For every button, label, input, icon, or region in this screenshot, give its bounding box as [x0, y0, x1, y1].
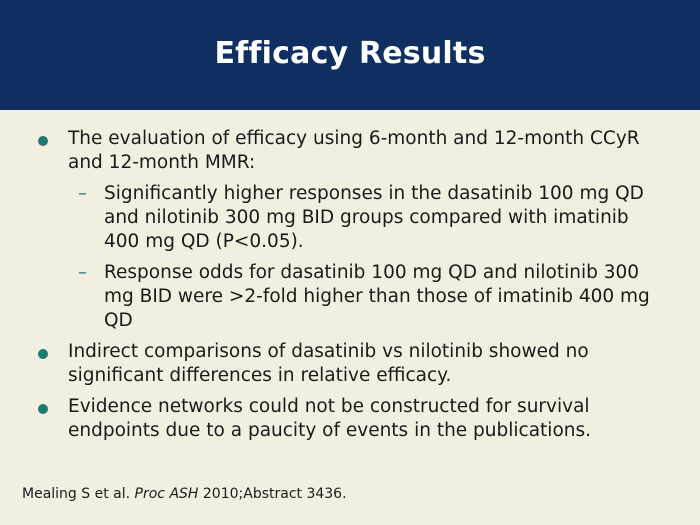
bullet-dot-icon: [38, 136, 48, 146]
sub-bullet-dash-icon: –: [78, 262, 87, 283]
citation-authors: Mealing S et al.: [22, 486, 131, 502]
bullet-dot-icon: [38, 404, 48, 414]
bullet-item: Evidence networks could not be construct…: [0, 395, 700, 443]
sub-bullet-dash-icon: –: [78, 183, 87, 204]
sub-bullet-item: – Significantly higher responses in the …: [0, 182, 700, 254]
title-bar: Efficacy Results: [0, 0, 700, 110]
citation: Mealing S et al. Proc ASH 2010;Abstract …: [22, 486, 347, 502]
bullet-text: Indirect comparisons of dasatinib vs nil…: [68, 341, 589, 386]
bullet-dot-icon: [38, 349, 48, 359]
citation-details: 2010;Abstract 3436.: [202, 486, 347, 502]
bullet-item: Indirect comparisons of dasatinib vs nil…: [0, 340, 700, 388]
bullet-item: The evaluation of efficacy using 6-month…: [0, 127, 700, 175]
citation-journal: Proc ASH: [134, 486, 199, 502]
bullet-text: The evaluation of efficacy using 6-month…: [68, 128, 640, 173]
bullet-text: Evidence networks could not be construct…: [68, 396, 592, 441]
sub-bullet-text: Significantly higher responses in the da…: [104, 183, 644, 252]
slide-title: Efficacy Results: [214, 35, 486, 71]
bullet-list: The evaluation of efficacy using 6-month…: [0, 127, 700, 450]
sub-bullet-text: Response odds for dasatinib 100 mg QD an…: [104, 262, 650, 331]
sub-bullet-item: – Response odds for dasatinib 100 mg QD …: [0, 261, 700, 333]
